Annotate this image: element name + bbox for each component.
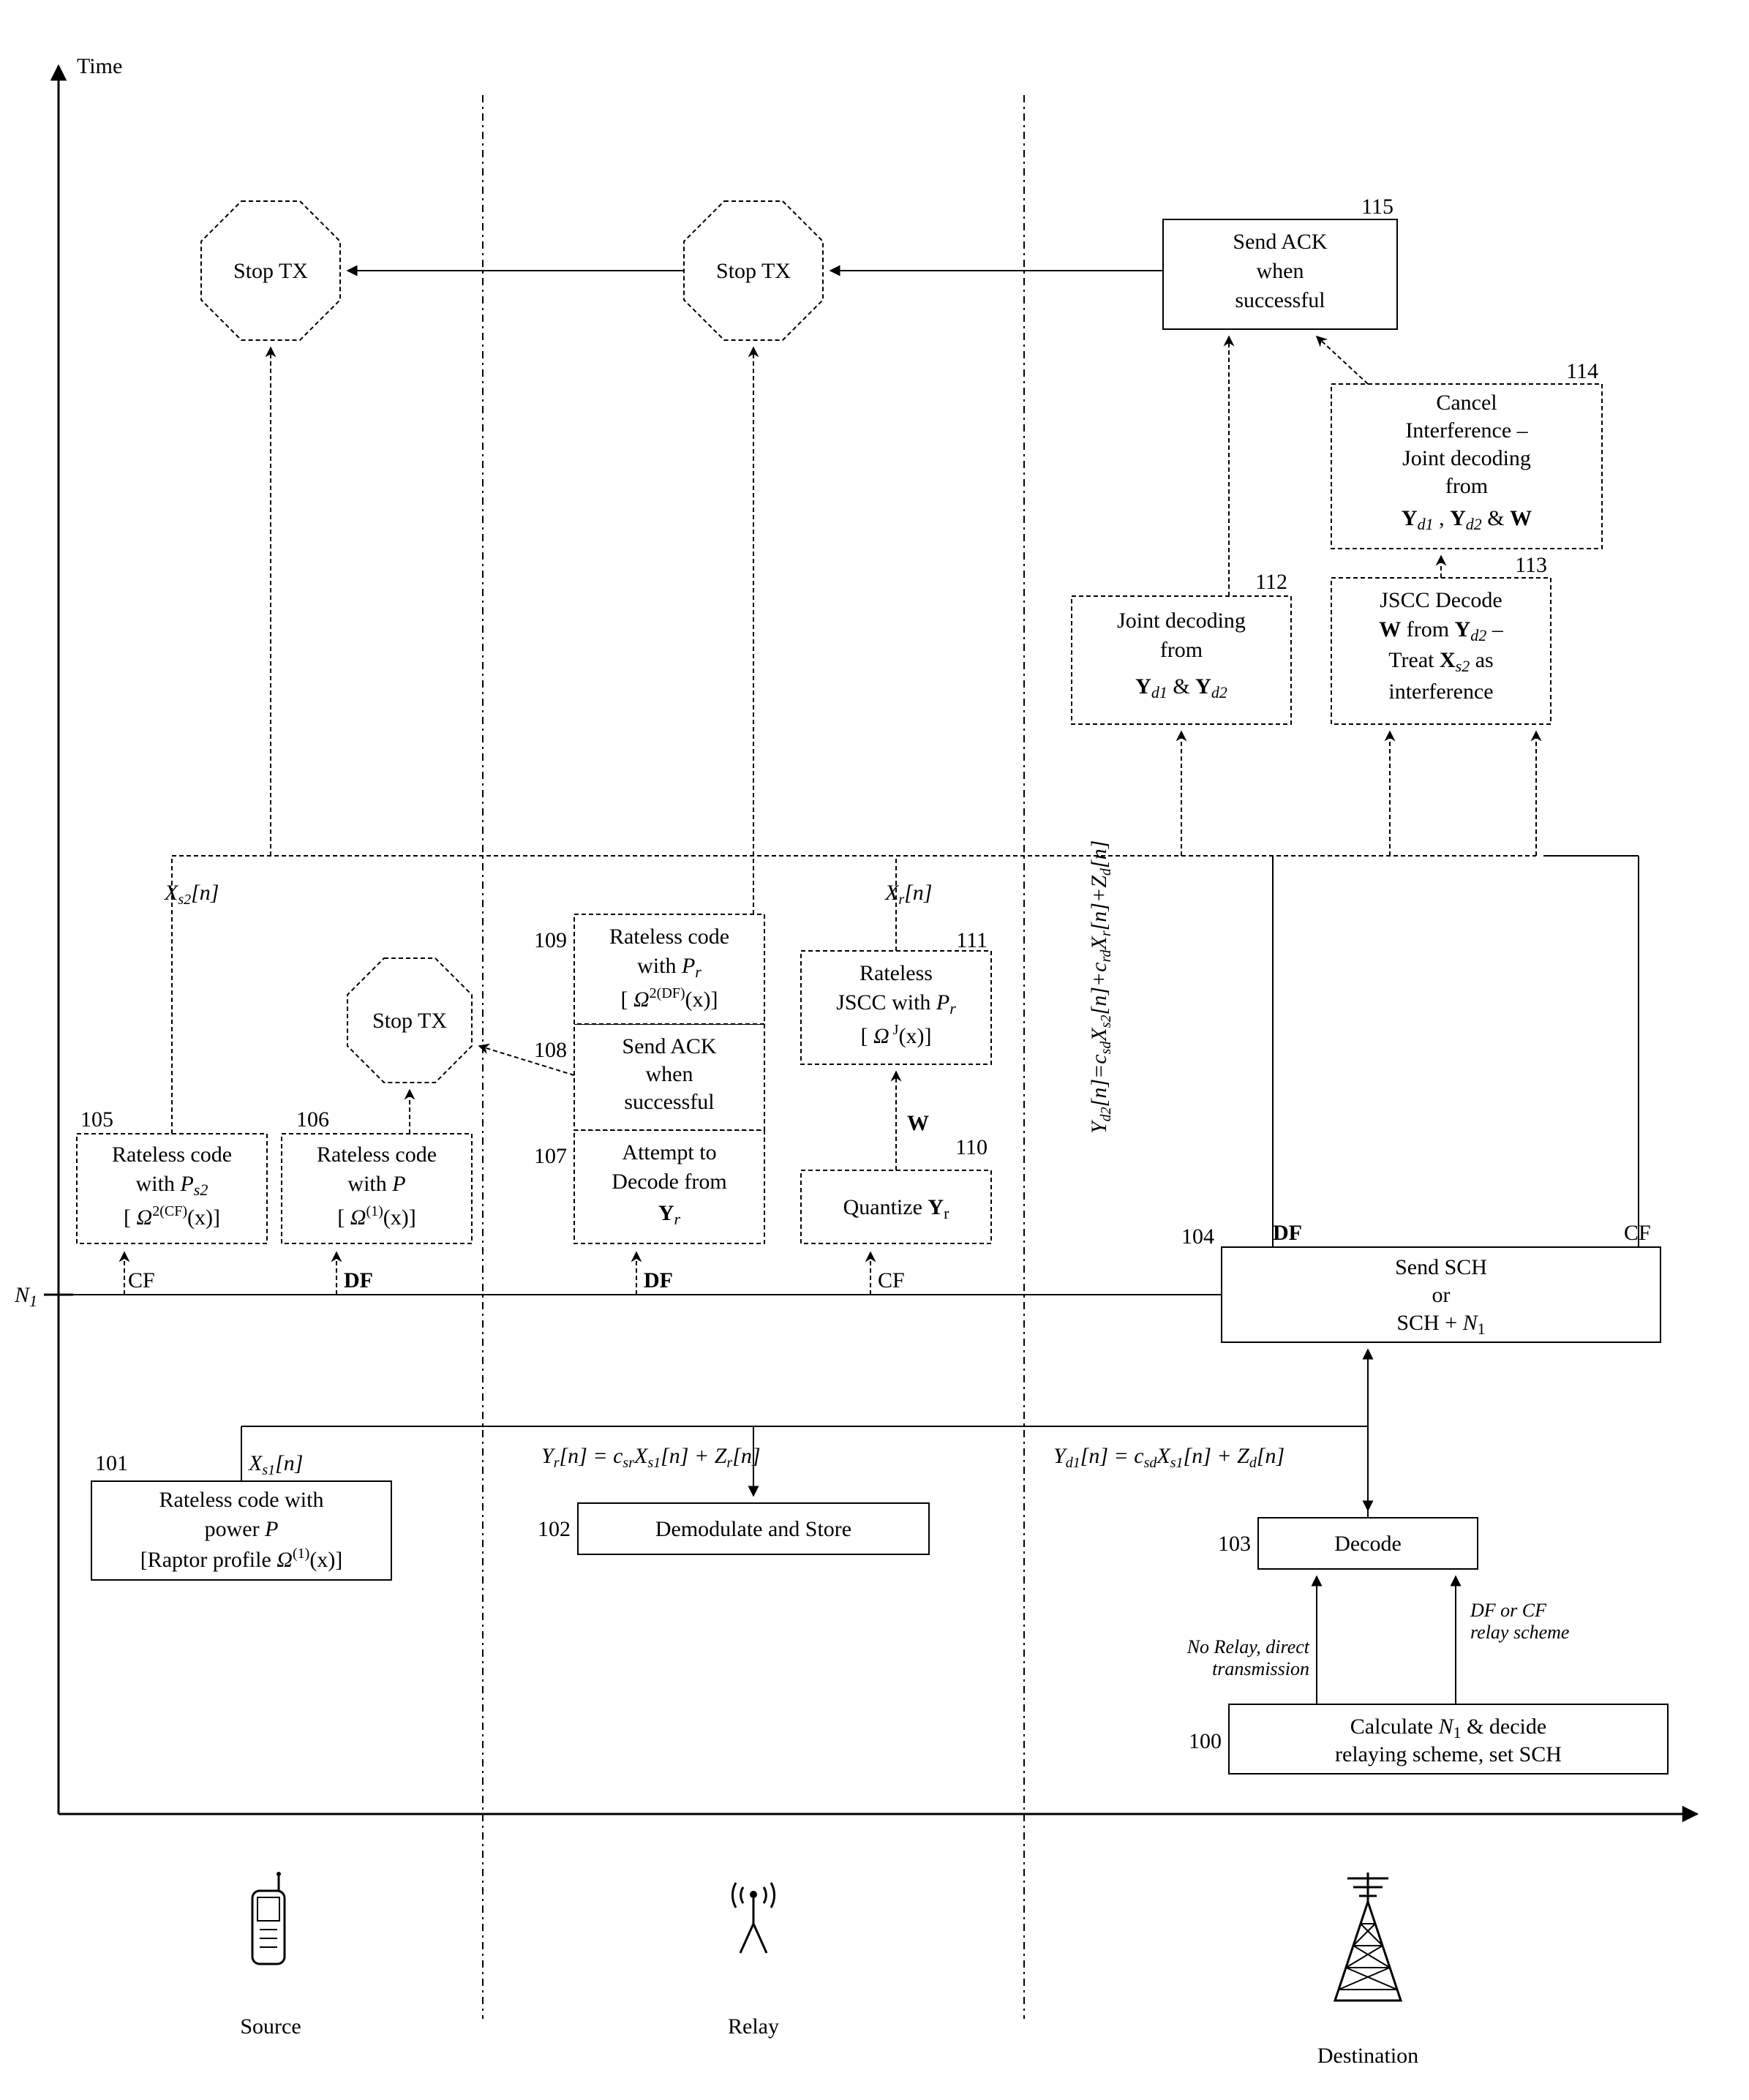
edge-label: transmission [1212, 1658, 1309, 1679]
block-id: 112 [1255, 570, 1287, 594]
stop-tx-octagon: Stop TX [347, 958, 472, 1083]
edge-label: Xr[n] [884, 881, 932, 908]
block-text: Rateless code [609, 925, 729, 949]
stop-tx-label: Stop TX [372, 1009, 447, 1033]
edge-label: CF [1624, 1221, 1651, 1245]
block-id: 111 [956, 928, 988, 952]
block-text: Treat Xs2 as [1388, 648, 1493, 675]
edge-label: DF [344, 1268, 373, 1292]
block-text: from [1445, 474, 1488, 498]
block-text: with Pr [637, 954, 702, 981]
block-text: when [1257, 259, 1304, 283]
block-id: 106 [296, 1107, 329, 1132]
block-104: 104 Send SCH or SCH + N1 [1181, 1224, 1660, 1342]
block-id: 105 [80, 1107, 113, 1132]
block-id: 104 [1181, 1224, 1214, 1249]
edge-label: Yd2[n]=csdXs2[n]+crdXr[n]+Zd[n] [1087, 840, 1114, 1134]
block-text: Rateless code with [159, 1488, 324, 1512]
block-text: JSCC Decode [1380, 588, 1502, 612]
block-text: Rateless code [112, 1143, 232, 1167]
block-109: 109 Rateless code with Pr [ Ω2(DF)(x)] [534, 914, 764, 1024]
block-text: [Raptor profile Ω(1)(x)] [140, 1546, 343, 1572]
block-text: from [1160, 638, 1203, 662]
block-102: 102 Demodulate and Store [538, 1503, 929, 1554]
antenna-icon [732, 1883, 774, 1953]
block-112: 112 Joint decoding from Yd1 & Yd2 [1072, 570, 1291, 724]
block-106: 106 Rateless code with P [ Ω(1)(x)] [282, 1107, 472, 1243]
block-text: Demodulate and Store [655, 1517, 851, 1541]
block-text: Decode from [612, 1170, 726, 1194]
edge-label: W [907, 1111, 929, 1135]
block-105: 105 Rateless code with Ps2 [ Ω2(CF)(x)] [77, 1107, 267, 1243]
axis-label-time: Time [77, 54, 122, 78]
block-id: 102 [538, 1517, 571, 1541]
block-id: 103 [1218, 1532, 1251, 1556]
block-id: 114 [1566, 359, 1598, 383]
column-label-destination: Destination [1317, 2044, 1418, 2068]
block-text: successful [1235, 288, 1325, 312]
edge-label: DF [644, 1268, 673, 1292]
block-text: SCH + N1 [1396, 1311, 1485, 1338]
column-label-relay: Relay [728, 2014, 779, 2039]
edge-label: Yd1[n] = csdXs1[n] + Zd[n] [1053, 1444, 1285, 1471]
edge-label: Xs2[n] [164, 881, 219, 908]
block-text: Joint decoding [1402, 446, 1531, 470]
edge-label: CF [878, 1268, 905, 1292]
edge-label: Yr[n] = csrXs1[n] + Zr[n] [541, 1444, 761, 1471]
block-text: Decode [1334, 1532, 1402, 1556]
block-text: with P [347, 1172, 405, 1196]
block-text: interference [1388, 680, 1493, 704]
block-text: Send SCH [1395, 1255, 1487, 1279]
edge [1317, 336, 1368, 384]
block-text: Send ACK [1233, 230, 1328, 254]
block-id: 108 [534, 1038, 567, 1062]
phone-icon [252, 1872, 285, 1964]
stop-tx-octagon: Stop TX [684, 201, 823, 340]
block-text: Interference – [1405, 418, 1528, 443]
block-text: Cancel [1436, 391, 1497, 415]
block-text: power P [205, 1517, 279, 1541]
block-id: 107 [534, 1144, 567, 1168]
block-id: 100 [1189, 1729, 1222, 1753]
block-text: Joint decoding [1117, 609, 1246, 633]
stop-tx-label: Stop TX [716, 259, 791, 283]
column-label-source: Source [240, 2014, 301, 2039]
block-113: 113 JSCC Decode W from Yd2 – Treat Xs2 a… [1331, 553, 1551, 724]
block-id: 115 [1361, 195, 1393, 219]
edge-label: DF or CF [1470, 1600, 1547, 1621]
block-id: 110 [955, 1135, 988, 1159]
edge-label: CF [128, 1268, 155, 1292]
block-115: 115 Send ACK when successful [1163, 195, 1397, 329]
block-text: Quantize Yr [843, 1195, 949, 1222]
stop-tx-octagon: Stop TX [201, 201, 340, 340]
block-114: 114 Cancel Interference – Joint decoding… [1331, 359, 1602, 549]
block-text: successful [624, 1090, 714, 1114]
tick-n1: N1 [14, 1283, 37, 1310]
tower-icon [1335, 1873, 1401, 2001]
block-108: 108 Send ACK when successful [534, 1024, 764, 1130]
block-text: Send ACK [622, 1034, 717, 1058]
edge-label: Xs1[n] [248, 1451, 303, 1478]
edge-label: No Relay, direct [1186, 1636, 1310, 1657]
block-text: when [646, 1062, 693, 1086]
block-id: 113 [1515, 553, 1547, 577]
edge-label: relay scheme [1470, 1622, 1569, 1643]
block-id: 109 [534, 928, 567, 952]
edge-label: DF [1273, 1221, 1302, 1245]
block-100: 100 Calculate N1 & decide relaying schem… [1189, 1704, 1668, 1774]
block-text: JSCC with Pr [836, 990, 956, 1017]
block-text: Calculate N1 & decide [1350, 1715, 1546, 1742]
block-103: 103 Decode [1218, 1518, 1478, 1569]
block-107: 107 Attempt to Decode from Yr [534, 1130, 764, 1243]
block-text: or [1432, 1283, 1451, 1307]
block-text: Rateless code [317, 1143, 437, 1167]
block-text: Rateless [860, 961, 933, 985]
block-text: Attempt to [622, 1140, 716, 1164]
block-id: 101 [95, 1451, 128, 1475]
block-text: relaying scheme, set SCH [1335, 1742, 1562, 1766]
stop-tx-label: Stop TX [233, 259, 308, 283]
